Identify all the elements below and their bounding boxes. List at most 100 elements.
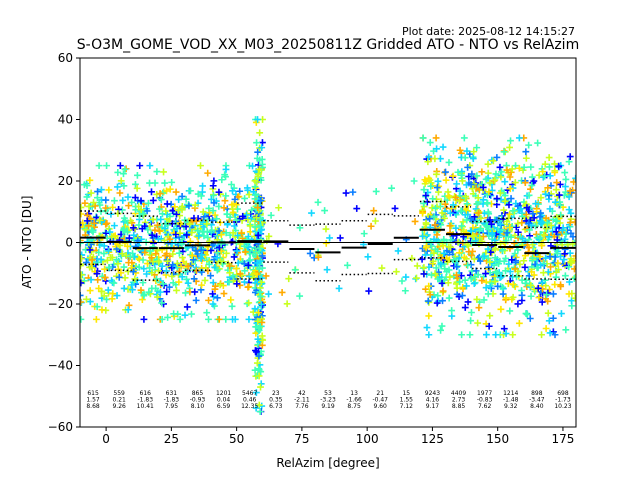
scatter-point: [148, 231, 156, 239]
scatter-point: [552, 198, 559, 206]
scatter-point: [210, 199, 218, 207]
scatter-point: [551, 223, 559, 231]
scatter-point: [177, 220, 184, 227]
scatter-point: [536, 253, 544, 261]
scatter-point: [253, 139, 260, 147]
bin-std-label: 8.75: [347, 403, 361, 410]
scatter-point: [130, 231, 138, 239]
scatter-point: [190, 275, 198, 283]
scatter-point: [353, 205, 361, 212]
scatter-point: [234, 232, 242, 239]
scatter-point: [491, 176, 499, 184]
bin-count-label: 1214: [503, 390, 518, 397]
scatter-point: [454, 168, 462, 176]
scatter-point: [213, 254, 221, 262]
scatter-point: [144, 199, 152, 207]
scatter-point: [508, 256, 516, 264]
scatter-point: [551, 281, 559, 288]
scatter-point: [213, 266, 221, 274]
scatter-point: [461, 154, 469, 162]
scatter-point: [445, 294, 453, 302]
scatter-point: [252, 404, 260, 412]
scatter-point: [455, 293, 463, 300]
scatter-point: [422, 192, 430, 199]
scatter-point: [433, 248, 441, 255]
scatter-point: [80, 279, 85, 287]
scatter-point: [101, 265, 108, 273]
scatter-point: [102, 204, 110, 212]
scatter-point: [546, 172, 554, 180]
scatter-point: [254, 204, 262, 211]
scatter-point: [506, 307, 514, 315]
bin-mean-label: -1.73: [555, 397, 571, 404]
scatter-point: [419, 232, 426, 240]
scatter-point: [322, 239, 330, 247]
scatter-point: [458, 331, 466, 339]
bin-mean-label: 0.04: [217, 397, 231, 404]
scatter-point: [233, 280, 241, 288]
scatter-point: [486, 179, 494, 187]
scatter-point: [93, 194, 101, 202]
scatter-point: [528, 173, 536, 181]
scatter-point: [538, 331, 545, 339]
scatter-point: [253, 154, 261, 162]
scatter-point: [205, 296, 212, 304]
x-tick-label: 100: [356, 432, 379, 446]
scatter-point: [164, 221, 172, 229]
scatter-point: [147, 230, 155, 238]
scatter-point: [529, 254, 536, 262]
y-tick-label: 20: [58, 174, 73, 188]
scatter-point: [161, 179, 169, 187]
bin-count-label: 23: [272, 390, 280, 397]
scatter-point: [471, 273, 479, 281]
scatter-point: [114, 183, 121, 191]
scatter-point: [252, 323, 260, 331]
scatter-point: [107, 210, 115, 218]
scatter-point: [515, 134, 523, 142]
scatter-point: [496, 220, 504, 228]
scatter-point: [254, 231, 262, 239]
scatter-point: [547, 263, 554, 271]
scatter-point: [537, 194, 545, 202]
scatter-point: [501, 178, 509, 186]
scatter-point: [456, 278, 464, 286]
bin-mean-label: 2.73: [452, 397, 466, 404]
scatter-point: [244, 233, 252, 240]
scatter-point: [249, 162, 256, 170]
scatter-point: [244, 216, 252, 224]
scatter-point: [460, 254, 468, 261]
scatter-point: [470, 280, 478, 287]
scatter-point: [267, 211, 275, 219]
scatter-point: [104, 286, 112, 294]
scatter-point: [497, 221, 505, 229]
scatter-point: [296, 224, 304, 232]
scatter-point: [148, 269, 156, 277]
scatter-point: [508, 165, 516, 173]
scatter-point: [479, 233, 487, 240]
scatter-point: [255, 372, 263, 380]
scatter-point: [120, 170, 127, 178]
scatter-point: [217, 247, 225, 255]
scatter-point: [256, 408, 264, 416]
scatter-point: [561, 183, 569, 190]
scatter-point: [555, 191, 563, 199]
scatter-point: [494, 282, 502, 290]
scatter-point: [463, 147, 471, 155]
scatter-point: [500, 206, 508, 214]
scatter-point: [432, 134, 440, 142]
bin-mean-label: 4.16: [426, 397, 440, 404]
bin-mean-label: -1.66: [346, 397, 362, 404]
scatter-point: [83, 295, 90, 303]
scatter-point: [532, 200, 540, 208]
scatter-point: [132, 180, 139, 188]
scatter-point: [545, 191, 553, 199]
scatter-point: [506, 224, 514, 231]
scatter-point: [488, 220, 495, 228]
scatter-point: [240, 260, 248, 268]
scatter-point: [93, 303, 101, 311]
scatter-point: [431, 270, 439, 278]
scatter-point: [275, 204, 283, 212]
scatter-point: [469, 248, 476, 255]
scatter-point: [458, 222, 466, 230]
scatter-point: [427, 182, 435, 190]
